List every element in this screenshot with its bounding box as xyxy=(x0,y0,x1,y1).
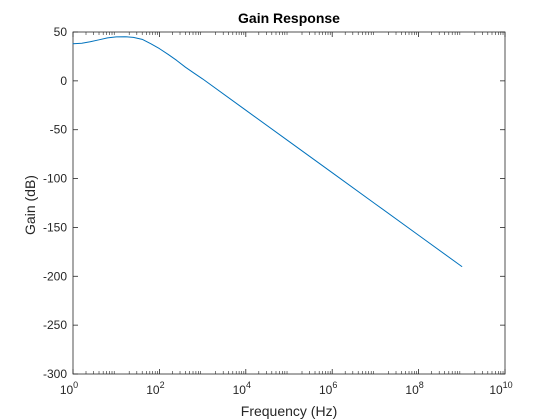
x-tick-label: 100 xyxy=(60,380,78,397)
y-tick-label: 0 xyxy=(60,74,67,88)
chart-title: Gain Response xyxy=(238,10,340,26)
x-tick-label: 102 xyxy=(146,380,164,397)
x-tick-label: 104 xyxy=(233,380,251,397)
x-tick-exponent: 0 xyxy=(73,380,78,390)
x-tick-label: 1010 xyxy=(489,380,512,397)
y-axis-label: Gain (dB) xyxy=(22,175,38,235)
y-tick-label: -50 xyxy=(50,123,68,137)
x-tick-base: 10 xyxy=(489,383,503,397)
x-tick-exponent: 4 xyxy=(246,380,251,390)
x-axis-label: Frequency (Hz) xyxy=(241,403,337,419)
x-tick-exponent: 8 xyxy=(419,380,424,390)
x-tick-exponent: 6 xyxy=(332,380,337,390)
x-tick-base: 10 xyxy=(319,383,333,397)
x-tick-label: 108 xyxy=(405,380,423,397)
x-tick-label: 106 xyxy=(319,380,337,397)
y-tick-label: -150 xyxy=(43,220,67,234)
x-tick-base: 10 xyxy=(405,383,419,397)
x-tick-exponent: 2 xyxy=(160,380,165,390)
y-tick-label: -250 xyxy=(43,318,67,332)
y-tick-label: -300 xyxy=(43,367,67,381)
x-tick-base: 10 xyxy=(146,383,160,397)
y-tick-label: -200 xyxy=(43,269,67,283)
x-tick-base: 10 xyxy=(60,383,74,397)
x-tick-exponent: 10 xyxy=(503,380,513,390)
x-tick-base: 10 xyxy=(233,383,247,397)
y-tick-label: 50 xyxy=(54,25,68,39)
axes-box xyxy=(73,32,505,374)
y-tick-label: -100 xyxy=(43,172,67,186)
